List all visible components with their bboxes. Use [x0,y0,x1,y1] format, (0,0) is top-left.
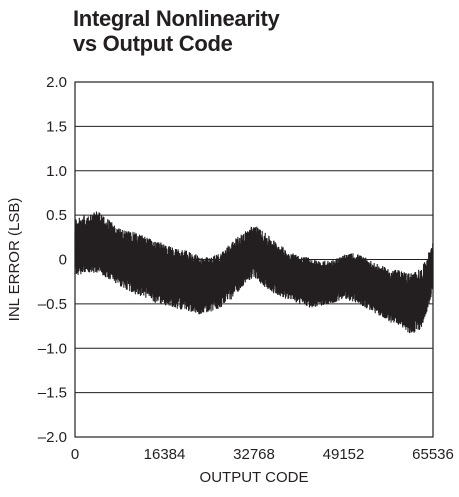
chart-title-line-2: vs Output Code [73,31,233,56]
x-tick-label: 32768 [233,446,275,463]
chart-title: Integral Nonlinearity vs Output Code [73,6,280,56]
inl-series [74,211,434,334]
y-tick-label: –1.0 [38,340,67,357]
x-tick-label: 16384 [144,446,186,463]
grid-lines [75,125,433,394]
y-tick-label: –1.5 [38,385,67,402]
y-tick-label: 1.5 [46,118,67,135]
y-tick-label: –0.5 [38,296,67,313]
y-axis-label: INL ERROR (LSB) [6,198,23,322]
x-tick-label: 49152 [323,446,365,463]
y-tick-label: 0 [59,252,67,269]
x-tick-labels: 0 16384 32768 49152 65536 [71,446,454,463]
y-tick-label: 1.0 [46,163,67,180]
x-tick-label: 0 [71,446,79,463]
chart-title-line-1: Integral Nonlinearity [73,6,280,31]
y-tick-labels: 2.0 1.5 1.0 0.5 0 –0.5 –1.0 –1.5 –2.0 [38,74,67,446]
y-tick-label: –2.0 [38,429,67,446]
y-tick-label: 2.0 [46,74,67,91]
y-tick-label: 0.5 [46,207,67,224]
x-tick-label: 65536 [412,446,454,463]
x-axis-label: OUTPUT CODE [200,469,309,486]
inl-trace [74,211,434,334]
plot-frame [74,81,434,438]
